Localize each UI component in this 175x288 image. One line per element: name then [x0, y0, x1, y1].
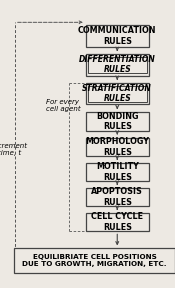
Text: COMMUNICATION
RULES: COMMUNICATION RULES [78, 26, 156, 46]
Text: Increment
time, t: Increment time, t [0, 143, 28, 156]
FancyBboxPatch shape [86, 83, 149, 104]
FancyBboxPatch shape [86, 213, 149, 232]
FancyBboxPatch shape [86, 25, 149, 47]
FancyBboxPatch shape [86, 138, 149, 156]
Text: CELL CYCLE
RULES: CELL CYCLE RULES [91, 212, 143, 232]
FancyBboxPatch shape [14, 248, 175, 273]
FancyBboxPatch shape [86, 112, 149, 131]
Text: MOTILITY
RULES: MOTILITY RULES [96, 162, 139, 182]
Text: DIFFERENTIATION
RULES: DIFFERENTIATION RULES [79, 55, 156, 75]
FancyBboxPatch shape [86, 188, 149, 206]
Text: For every
cell agent: For every cell agent [46, 98, 80, 112]
Text: STRATIFICATION
RULES: STRATIFICATION RULES [82, 84, 152, 103]
FancyBboxPatch shape [86, 54, 149, 76]
Text: APOPTOSIS
RULES: APOPTOSIS RULES [91, 187, 143, 207]
Text: MORPHOLOGY
RULES: MORPHOLOGY RULES [85, 137, 149, 157]
Text: EQUILIBRIATE CELL POSITIONS
DUE TO GROWTH, MIGRATION, ETC.: EQUILIBRIATE CELL POSITIONS DUE TO GROWT… [22, 254, 167, 267]
Text: BONDING
RULES: BONDING RULES [96, 112, 138, 131]
FancyBboxPatch shape [86, 162, 149, 181]
